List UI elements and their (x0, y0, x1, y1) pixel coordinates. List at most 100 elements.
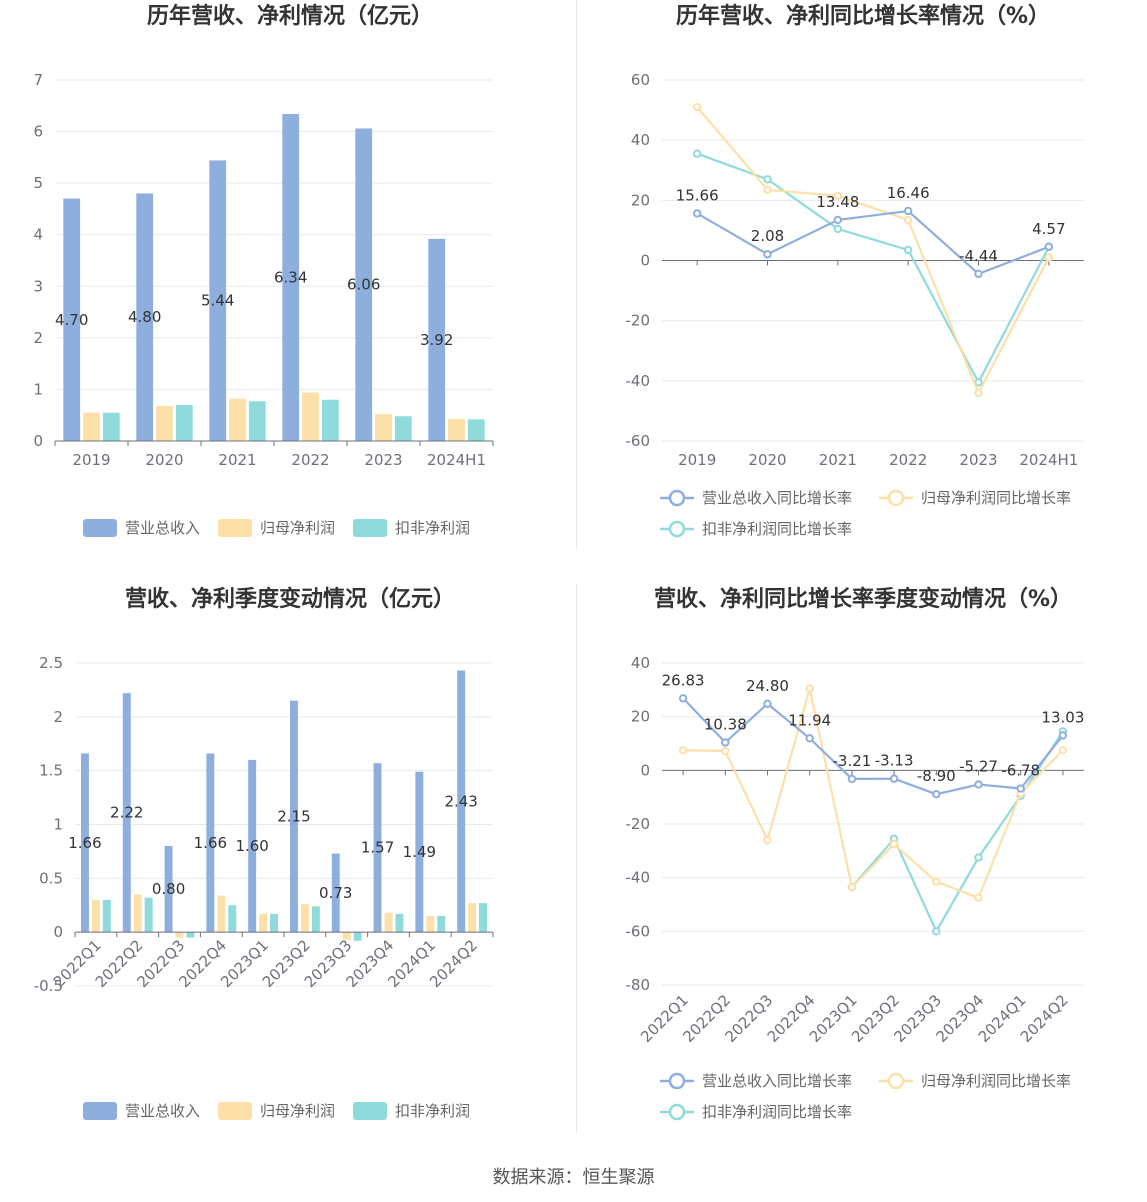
bar (311, 906, 320, 933)
legend-swatch (353, 519, 387, 537)
bar (186, 932, 195, 938)
bar (102, 899, 111, 933)
data-label: 2.15 (277, 807, 310, 825)
legend-swatch (218, 519, 252, 537)
x-tick-label: 2020 (748, 451, 786, 469)
bar (353, 932, 362, 941)
bar (270, 913, 279, 933)
bar (133, 894, 142, 933)
legend-label: 扣非净利润同比增长率 (702, 1103, 852, 1121)
bar (415, 771, 424, 933)
bar (83, 412, 100, 441)
legend-marker (668, 1072, 686, 1090)
data-point (1058, 731, 1068, 740)
y-tick-label: 0 (640, 761, 650, 779)
data-label: 4.57 (1032, 220, 1065, 238)
data-point (889, 839, 899, 849)
y-tick-label: 60 (631, 71, 650, 89)
data-point (974, 269, 983, 279)
data-point (833, 224, 843, 234)
data-label: 1.60 (235, 837, 268, 855)
bar (80, 753, 89, 933)
y-tick-label: 1 (33, 380, 43, 398)
legend-label: 营业总收入同比增长率 (702, 489, 852, 507)
bar (468, 903, 477, 933)
divider (576, 0, 577, 550)
bar (228, 905, 237, 933)
x-tick-label: 2023 (959, 451, 997, 469)
data-point (805, 734, 814, 743)
legend-label: 扣非净利润 (395, 1102, 470, 1120)
y-tick-label: 5 (33, 174, 43, 192)
data-point (1058, 746, 1068, 755)
bar (331, 853, 340, 933)
x-tick-label: 2024H1 (1019, 451, 1078, 469)
y-tick-label: 0 (53, 923, 63, 941)
y-tick-label: -80 (626, 976, 651, 994)
y-tick-label: 7 (33, 71, 43, 89)
legend-marker (887, 489, 905, 507)
chart-annual-growth-rate: 历年营收、净利同比增长率情况（%） -60 -40 -20 0 20 40 60 15.66 2… (583, 0, 1143, 560)
bar (373, 763, 382, 933)
y-tick-label: 40 (631, 131, 650, 149)
data-label: -8.90 (917, 767, 956, 785)
bar (428, 238, 446, 441)
data-point (692, 102, 702, 112)
bar (355, 128, 373, 441)
data-point (974, 780, 983, 789)
x-tick-label: 2019 (678, 451, 716, 469)
bar (164, 846, 173, 933)
data-label: 24.80 (746, 677, 789, 695)
y-tick-label: 1 (53, 816, 63, 834)
data-point (847, 882, 857, 892)
chart-title: 营收、净利季度变动情况（亿元） (124, 587, 455, 612)
x-tick-label: 2024Q2 (1017, 991, 1072, 1046)
legend-marker (668, 489, 686, 507)
chart-svg: -80 -60 -40 -20 0 20 40 26.83 10.38 24.80 11.94 -3.… (626, 654, 1085, 1121)
chart-quarterly-growth-rate: 营收、净利同比增长率季度变动情况（%） -80 -60 -40 -20 0 20 40 26.… (583, 583, 1143, 1143)
data-label: 2.43 (444, 792, 477, 810)
bar (122, 693, 131, 933)
bar (144, 897, 153, 933)
data-label: 4.70 (55, 311, 88, 329)
bar (175, 404, 193, 441)
y-tick-label: 3 (33, 277, 43, 295)
chart-title: 历年营收、净利情况（亿元） (146, 4, 433, 29)
data-point (974, 388, 983, 398)
bar (217, 895, 226, 933)
bar (457, 670, 466, 933)
data-point (763, 185, 772, 195)
data-label: 13.48 (816, 193, 859, 211)
legend-label: 归母净利润 (260, 519, 335, 537)
y-tick-label: -60 (626, 922, 651, 940)
bar (63, 198, 81, 441)
data-point (1044, 253, 1054, 262)
legend-marker (668, 520, 686, 538)
x-tick-label: 2024H1 (427, 451, 486, 469)
data-source: 数据来源：恒生聚源 (492, 1167, 655, 1188)
bar (375, 414, 392, 441)
data-point (805, 684, 814, 693)
data-point (889, 774, 899, 783)
chart-svg: 0 1 2 3 4 5 6 7 4.70 4.80 5.44 6.34 6.06 3.92 2019 2020… (33, 71, 494, 537)
data-label: 1.49 (403, 843, 436, 861)
data-label: 3.92 (420, 331, 453, 349)
series-line (682, 697, 1064, 796)
x-tick-label: 2020 (145, 451, 183, 469)
data-label: 15.66 (676, 186, 719, 204)
series-line (696, 209, 1050, 276)
legend-label: 归母净利润 (260, 1102, 335, 1120)
data-point (903, 215, 913, 225)
data-label: 10.38 (704, 715, 747, 733)
data-label: 16.46 (887, 184, 930, 202)
bar (156, 405, 173, 441)
legend-label: 归母净利润同比增长率 (921, 489, 1071, 507)
x-tick-label: 2023 (364, 451, 402, 469)
legend-swatch (353, 1102, 387, 1120)
y-tick-label: -20 (626, 312, 651, 330)
data-point (763, 175, 772, 184)
bar (259, 913, 268, 933)
chart-title: 历年营收、净利同比增长率情况（%） (675, 4, 1051, 29)
chart-svg: -0.5 0 0.5 1 1.5 2 2.5 1.66 2.22 0.80 1.66 1.60 2.15… (34, 654, 494, 1120)
series-line (683, 688, 1064, 900)
